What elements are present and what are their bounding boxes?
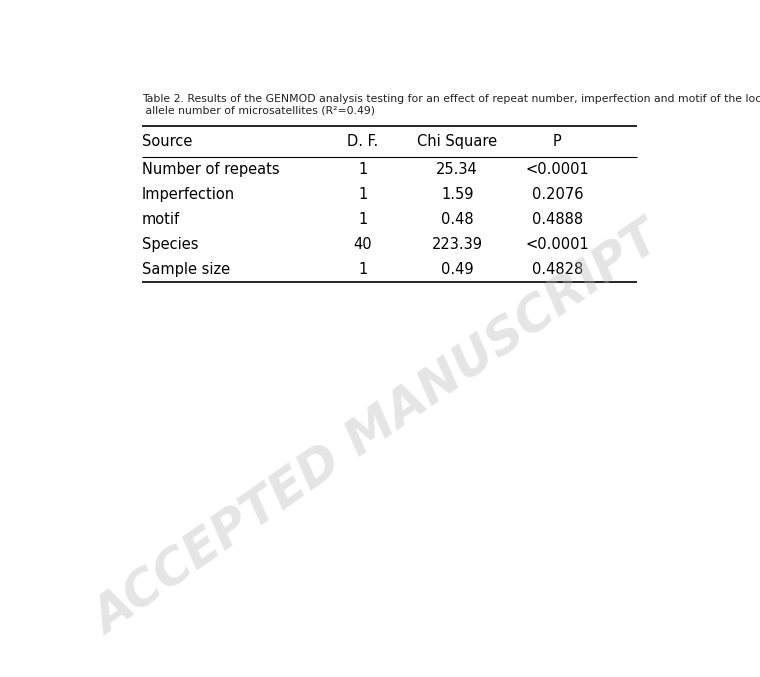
Text: 223.39: 223.39: [432, 237, 483, 252]
Text: 25.34: 25.34: [436, 162, 478, 177]
Text: Number of repeats: Number of repeats: [142, 162, 280, 177]
Text: 0.4828: 0.4828: [532, 262, 583, 277]
Text: P: P: [553, 133, 562, 149]
Text: Imperfection: Imperfection: [142, 187, 236, 202]
Text: Species: Species: [142, 237, 198, 252]
Text: 0.2076: 0.2076: [531, 187, 583, 202]
Text: <0.0001: <0.0001: [525, 162, 589, 177]
Text: <0.0001: <0.0001: [525, 237, 589, 252]
Text: Sample size: Sample size: [142, 262, 230, 277]
Text: motif: motif: [142, 212, 180, 227]
Text: 0.4888: 0.4888: [532, 212, 583, 227]
Text: Chi Square: Chi Square: [417, 133, 497, 149]
Text: ACCEPTED MANUSCRIPT: ACCEPTED MANUSCRIPT: [85, 216, 670, 645]
Text: 0.49: 0.49: [441, 262, 473, 277]
Text: Table 2. Results of the GENMOD analysis testing for an effect of repeat number, : Table 2. Results of the GENMOD analysis …: [142, 94, 760, 116]
Text: 1.59: 1.59: [441, 187, 473, 202]
Text: Source: Source: [142, 133, 192, 149]
Text: 0.48: 0.48: [441, 212, 473, 227]
Text: 40: 40: [353, 237, 372, 252]
Text: 1: 1: [359, 187, 368, 202]
Text: 1: 1: [359, 212, 368, 227]
Text: D. F.: D. F.: [347, 133, 378, 149]
Text: 1: 1: [359, 162, 368, 177]
Text: 1: 1: [359, 262, 368, 277]
